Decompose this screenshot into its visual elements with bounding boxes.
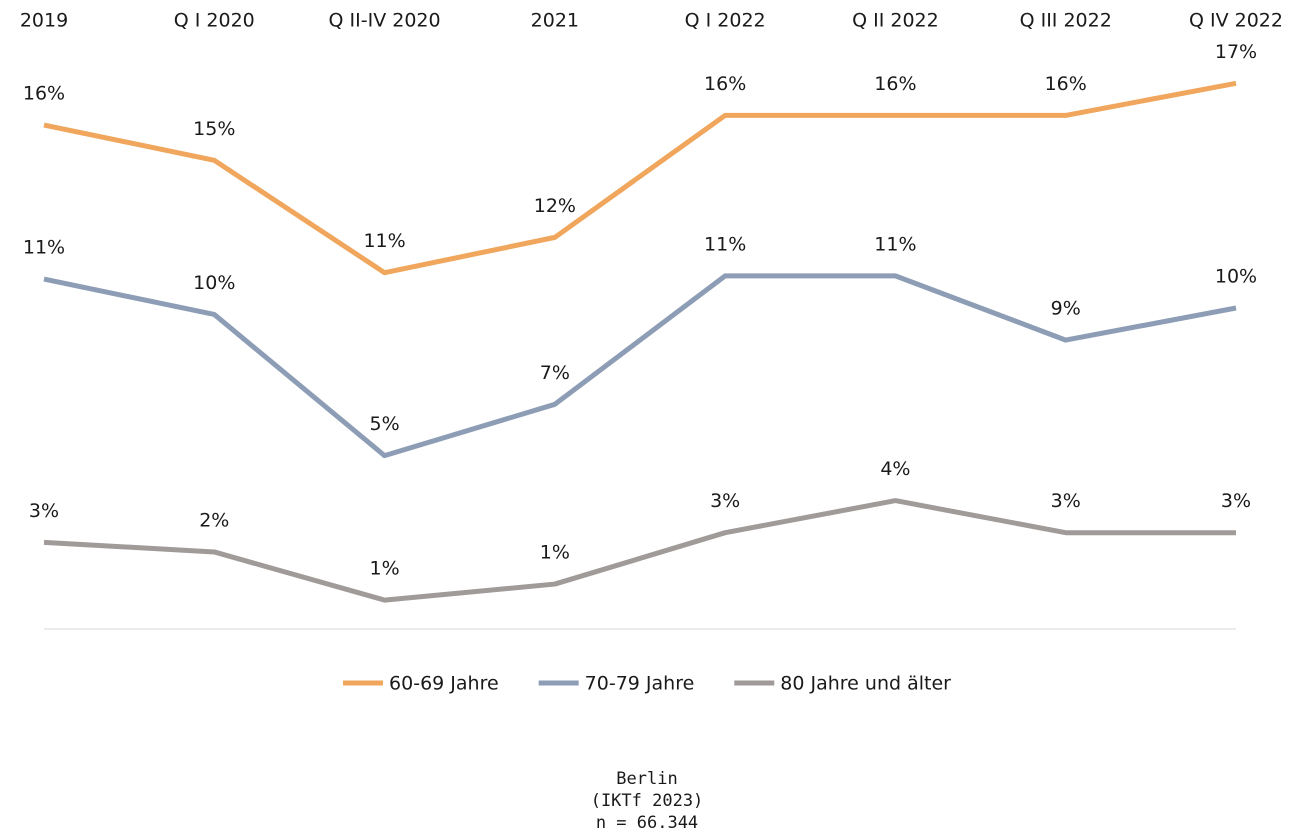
legend-label: 80 Jahre und älter bbox=[780, 673, 951, 695]
data-label: 5% bbox=[369, 413, 399, 435]
x-tick-label: 2021 bbox=[531, 10, 579, 32]
x-tick-label: Q II-IV 2020 bbox=[329, 10, 441, 32]
data-label: 11% bbox=[874, 233, 916, 255]
x-tick-label: 2019 bbox=[20, 10, 68, 32]
data-label: 17% bbox=[1215, 41, 1257, 63]
data-label: 10% bbox=[193, 272, 235, 294]
x-tick-label: Q IV 2022 bbox=[1189, 10, 1283, 32]
data-label: 11% bbox=[704, 233, 746, 255]
x-tick-label: Q III 2022 bbox=[1020, 10, 1112, 32]
data-label: 4% bbox=[880, 458, 910, 480]
data-label: 1% bbox=[540, 542, 570, 564]
data-label: 2% bbox=[199, 509, 229, 531]
data-label: 3% bbox=[1051, 490, 1081, 512]
data-label: 16% bbox=[23, 83, 65, 105]
series-line bbox=[43, 498, 1236, 603]
source-line: Berlin bbox=[616, 769, 677, 789]
data-label: 16% bbox=[1045, 73, 1087, 95]
data-label: 10% bbox=[1215, 266, 1257, 288]
data-label: 16% bbox=[704, 73, 746, 95]
legend-label: 70-79 Jahre bbox=[585, 673, 695, 695]
data-label: 3% bbox=[710, 490, 740, 512]
data-label: 7% bbox=[540, 362, 570, 384]
data-label: 9% bbox=[1051, 298, 1081, 320]
series-line bbox=[43, 273, 1237, 459]
x-tick-label: Q I 2020 bbox=[174, 10, 255, 32]
data-label: 3% bbox=[29, 500, 59, 522]
source-line: (IKTf 2023) bbox=[591, 791, 704, 811]
data-label: 15% bbox=[193, 118, 235, 140]
data-label: 12% bbox=[534, 195, 576, 217]
source-line: n = 66.344 bbox=[596, 813, 698, 833]
legend-label: 60-69 Jahre bbox=[389, 673, 499, 695]
series-line bbox=[43, 80, 1237, 276]
x-tick-label: Q I 2022 bbox=[685, 10, 766, 32]
data-label: 11% bbox=[23, 237, 65, 259]
x-tick-label: Q II 2022 bbox=[852, 10, 939, 32]
data-label: 1% bbox=[369, 558, 399, 580]
data-label: 3% bbox=[1221, 490, 1251, 512]
data-label: 11% bbox=[363, 230, 405, 252]
data-label: 16% bbox=[874, 73, 916, 95]
